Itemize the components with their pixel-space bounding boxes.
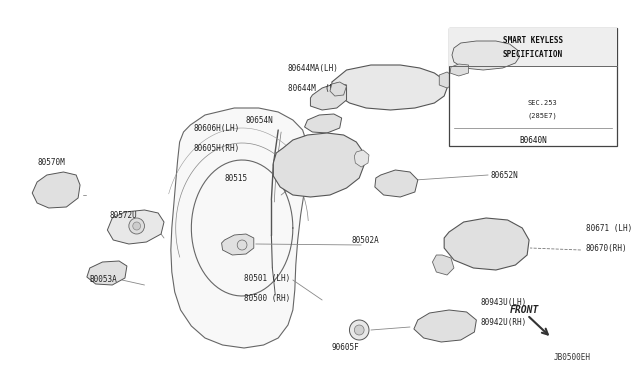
Text: 80605H(RH): 80605H(RH) [193, 144, 239, 153]
Text: JB0500EH: JB0500EH [554, 353, 591, 362]
Text: 80644MA(LH): 80644MA(LH) [288, 64, 339, 73]
Text: SEC.253: SEC.253 [528, 100, 557, 106]
Text: FRONT: FRONT [509, 305, 539, 315]
Polygon shape [171, 108, 307, 348]
Text: 80515: 80515 [225, 173, 248, 183]
Text: B0640N: B0640N [459, 58, 486, 67]
Text: 80670(RH): 80670(RH) [586, 244, 627, 253]
Bar [449, 28, 617, 146]
Polygon shape [273, 133, 364, 197]
Circle shape [129, 218, 145, 234]
Polygon shape [433, 255, 454, 275]
Text: SMART KEYLESS: SMART KEYLESS [503, 35, 563, 45]
Text: 80501 (LH): 80501 (LH) [244, 273, 291, 282]
Polygon shape [221, 234, 254, 255]
Polygon shape [414, 310, 476, 342]
Polygon shape [87, 261, 127, 285]
Polygon shape [108, 210, 164, 244]
Polygon shape [32, 172, 80, 208]
Circle shape [237, 240, 247, 250]
Text: 80500 (RH): 80500 (RH) [244, 294, 291, 302]
Text: 80502A: 80502A [351, 235, 379, 244]
Polygon shape [444, 218, 529, 270]
Polygon shape [355, 150, 369, 167]
Text: 90605F: 90605F [332, 343, 360, 353]
Text: B0053A: B0053A [90, 276, 118, 285]
Circle shape [355, 325, 364, 335]
Polygon shape [310, 83, 346, 110]
Polygon shape [305, 114, 342, 133]
Text: 80644M  (RH): 80644M (RH) [288, 83, 344, 93]
Text: 80572U: 80572U [109, 211, 137, 219]
Text: (285E7): (285E7) [528, 113, 557, 119]
Polygon shape [330, 82, 346, 96]
Text: 80943U(LH): 80943U(LH) [480, 298, 527, 307]
Polygon shape [332, 65, 447, 110]
Polygon shape [439, 72, 454, 88]
Bar [449, 28, 617, 66]
Polygon shape [450, 64, 468, 76]
Text: 80606H(LH): 80606H(LH) [193, 124, 239, 132]
Text: B0640N: B0640N [519, 135, 547, 144]
Text: 80671 (LH): 80671 (LH) [586, 224, 632, 232]
Polygon shape [452, 41, 519, 70]
Polygon shape [375, 170, 418, 197]
Circle shape [132, 222, 141, 230]
Circle shape [349, 320, 369, 340]
Text: 80652N: 80652N [490, 170, 518, 180]
Text: 80942U(RH): 80942U(RH) [480, 317, 527, 327]
Text: 80654N: 80654N [246, 115, 274, 125]
Text: SPECIFICATION: SPECIFICATION [503, 49, 563, 58]
Text: 80570M: 80570M [37, 157, 65, 167]
